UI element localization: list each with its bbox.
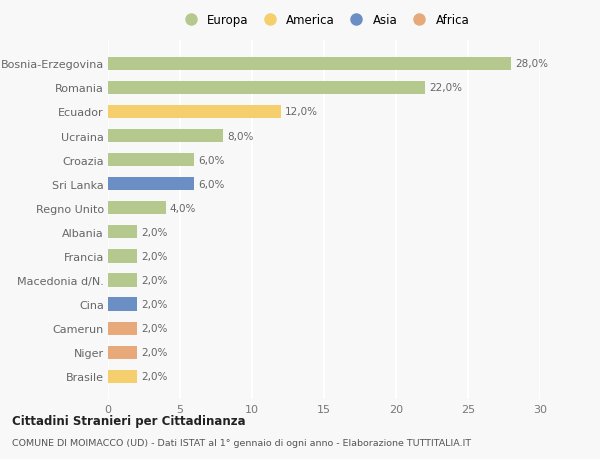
Text: 2,0%: 2,0% <box>141 252 167 261</box>
Text: 4,0%: 4,0% <box>170 203 196 213</box>
Text: 2,0%: 2,0% <box>141 347 167 358</box>
Text: 2,0%: 2,0% <box>141 371 167 381</box>
Text: 2,0%: 2,0% <box>141 275 167 285</box>
Text: 28,0%: 28,0% <box>515 59 548 69</box>
Text: 22,0%: 22,0% <box>429 83 462 93</box>
Bar <box>108 129 223 143</box>
Bar <box>108 106 281 119</box>
Text: 2,0%: 2,0% <box>141 299 167 309</box>
Bar <box>108 154 194 167</box>
Bar <box>108 250 137 263</box>
Legend: Europa, America, Asia, Africa: Europa, America, Asia, Africa <box>178 13 470 28</box>
Bar <box>108 298 137 311</box>
Text: 6,0%: 6,0% <box>199 179 225 189</box>
Bar <box>108 322 137 335</box>
Text: Cittadini Stranieri per Cittadinanza: Cittadini Stranieri per Cittadinanza <box>12 414 245 428</box>
Text: 6,0%: 6,0% <box>199 155 225 165</box>
Text: 2,0%: 2,0% <box>141 324 167 333</box>
Bar <box>108 82 425 95</box>
Bar <box>108 346 137 359</box>
Bar <box>108 226 137 239</box>
Text: 8,0%: 8,0% <box>227 131 254 141</box>
Bar <box>108 57 511 71</box>
Bar <box>108 370 137 383</box>
Text: 12,0%: 12,0% <box>285 107 318 117</box>
Bar <box>108 178 194 191</box>
Text: COMUNE DI MOIMACCO (UD) - Dati ISTAT al 1° gennaio di ogni anno - Elaborazione T: COMUNE DI MOIMACCO (UD) - Dati ISTAT al … <box>12 438 471 447</box>
Bar <box>108 202 166 215</box>
Text: 2,0%: 2,0% <box>141 227 167 237</box>
Bar <box>108 274 137 287</box>
